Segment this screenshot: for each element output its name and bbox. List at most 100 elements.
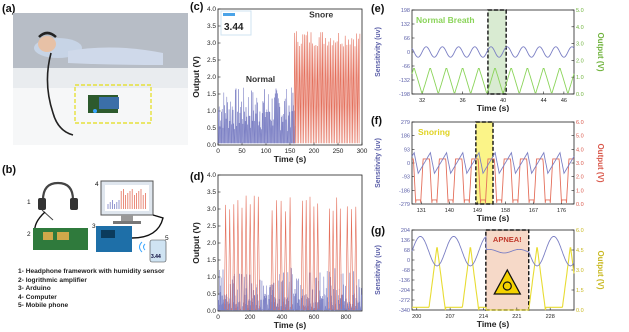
x-tick-label: 40 bbox=[500, 98, 506, 104]
warning-icon-glyph bbox=[502, 281, 512, 291]
x-tick-label: 140 bbox=[445, 208, 454, 214]
y-tick-label: -132 bbox=[399, 78, 410, 84]
component-item: 5- Mobile phone bbox=[18, 302, 69, 310]
y-right-tick-label: 0.0 bbox=[576, 308, 584, 314]
series-snore bbox=[293, 31, 361, 144]
x-tick-label: 50 bbox=[238, 148, 246, 155]
y-tick-label: 2.0 bbox=[207, 74, 216, 81]
x-axis-label: Time (s) bbox=[274, 154, 307, 164]
amplifier-board-icon bbox=[33, 228, 88, 250]
y-tick-label: -93 bbox=[402, 175, 410, 181]
y-right-tick-label: 6.0 bbox=[576, 228, 584, 234]
y-right-tick-label: 3.0 bbox=[576, 161, 584, 167]
illus-num-2: 2 bbox=[27, 231, 31, 238]
y-tick-label: 68 bbox=[404, 248, 410, 254]
y-tick-label: 4.0 bbox=[207, 6, 216, 13]
y-tick-label: 3.5 bbox=[207, 23, 216, 30]
y-axis-label: Sensitivity (uv) bbox=[375, 138, 382, 188]
component-item: 1- Headphone framework with humidity sen… bbox=[18, 268, 165, 275]
series-output bbox=[411, 68, 575, 94]
x-tick-label: 36 bbox=[460, 98, 466, 104]
annotation-snore: Snore bbox=[309, 10, 333, 20]
chart-d: 0.0 0.5 1.0 1.5 2.0 2.5 3.0 3.5 4.0 0 200 400 600 800… bbox=[190, 171, 363, 330]
y-right-tick-label: 4.5 bbox=[576, 248, 584, 254]
y-tick-label: 66 bbox=[404, 36, 410, 42]
x-tick-label: 44 bbox=[541, 98, 547, 104]
y-right-tick-label: 2.0 bbox=[576, 58, 584, 64]
inset-value: 3.44 bbox=[224, 22, 244, 33]
y-right-tick-label: 1.5 bbox=[576, 288, 584, 294]
illus-num-4: 4 bbox=[95, 181, 99, 188]
y-tick-label: -198 bbox=[399, 92, 410, 98]
annotation-snoring: Snoring bbox=[418, 127, 450, 137]
arduino-icon bbox=[96, 226, 132, 252]
chart-f: -279 -186 -93 0 93 186 279 131 140 149 158 167 176 Ti… bbox=[371, 115, 605, 222]
y-tick-label: 93 bbox=[404, 147, 410, 153]
chart-g: -340 -272 -204 -136 -68 0 68 136 204 200 207 214 221… bbox=[371, 225, 605, 329]
y-tick-label: 3.0 bbox=[207, 40, 216, 47]
x-tick-label: 32 bbox=[419, 98, 425, 104]
y-tick-label: 3.5 bbox=[207, 189, 216, 196]
inset-phone-bar bbox=[223, 13, 235, 16]
y-tick-label: 0 bbox=[407, 258, 410, 264]
sleeping-subject-photo bbox=[13, 13, 188, 145]
y-tick-label: 136 bbox=[401, 238, 410, 244]
y-right-axis-label: Output (V) bbox=[596, 250, 605, 289]
x-axis-label: Time (s) bbox=[274, 320, 307, 330]
series-snore-cluster bbox=[224, 195, 260, 310]
y-tick-label: -68 bbox=[402, 268, 410, 274]
component-item: 3- Arduino bbox=[18, 285, 51, 293]
y-tick-label: 279 bbox=[401, 120, 410, 126]
panel-label-g: (g) bbox=[371, 225, 385, 237]
y-tick-label: -272 bbox=[399, 298, 410, 304]
x-axis-label: Time (s) bbox=[477, 103, 510, 112]
headphone-icon bbox=[38, 181, 78, 221]
panel-label-e: (e) bbox=[371, 3, 385, 15]
y-tick-label: 1.0 bbox=[207, 108, 216, 115]
x-tick-label: 214 bbox=[479, 314, 488, 320]
y-right-tick-label: 0.0 bbox=[576, 92, 584, 98]
component-item: 2- logrithmic amplifier bbox=[18, 276, 87, 284]
x-tick-label: 100 bbox=[261, 148, 272, 155]
series-sensitivity bbox=[411, 235, 575, 267]
annotation-apnea: APNEA! bbox=[493, 235, 522, 244]
y-right-tick-label: 1.0 bbox=[576, 75, 584, 81]
y-tick-label: 2.5 bbox=[207, 57, 216, 64]
panel-label-a: (a) bbox=[2, 3, 16, 15]
series-sensitivity bbox=[411, 151, 575, 175]
annotation-normal-breath: Normal Breath bbox=[416, 15, 475, 25]
x-tick-label: 228 bbox=[546, 314, 555, 320]
x-tick-label: 158 bbox=[501, 208, 510, 214]
y-tick-label: -66 bbox=[402, 64, 410, 70]
y-tick-label: 1.5 bbox=[207, 257, 216, 264]
wireless-signal-icon bbox=[139, 241, 146, 253]
chart-c: 0.0 0.5 1.0 1.5 2.0 2.5 3.0 3.5 4.0 0 50 100 150 200 2… bbox=[190, 1, 368, 164]
series-snore-cluster bbox=[328, 197, 342, 310]
y-axis-label: Sensitivity (uv) bbox=[375, 245, 382, 295]
x-tick-label: 0 bbox=[216, 314, 220, 321]
y-axis-label: Output (V) bbox=[191, 56, 201, 98]
x-tick-label: 207 bbox=[446, 314, 455, 320]
y-right-tick-label: 2.0 bbox=[576, 175, 584, 181]
y-tick-label: 2.5 bbox=[207, 223, 216, 230]
illus-num-3: 3 bbox=[92, 223, 96, 230]
y-right-tick-label: 4.0 bbox=[576, 147, 584, 153]
series-output bbox=[412, 158, 574, 203]
x-tick-label: 300 bbox=[357, 148, 368, 155]
series-snore-cluster bbox=[300, 196, 320, 310]
x-axis-label: Time (s) bbox=[477, 213, 510, 222]
series-snore-cluster bbox=[345, 206, 358, 310]
x-tick-label: 176 bbox=[557, 208, 566, 214]
y-tick-label: 0 bbox=[407, 161, 410, 167]
chart-e: -198 -132 -66 0 66 132 198 32 36 40 44 46 Time (s) Se… bbox=[371, 3, 605, 112]
x-tick-label: 600 bbox=[309, 314, 320, 321]
y-right-tick-label: 5.0 bbox=[576, 134, 584, 140]
y-tick-label: 132 bbox=[401, 22, 410, 28]
phone-value: 3.44 bbox=[151, 254, 161, 260]
series-snore-cluster bbox=[270, 197, 292, 310]
y-right-tick-label: 1.0 bbox=[576, 188, 584, 194]
x-tick-label: 149 bbox=[473, 208, 482, 214]
y-tick-label: 4.0 bbox=[207, 172, 216, 179]
series-breath bbox=[217, 267, 363, 312]
y-tick-label: 1.5 bbox=[207, 91, 216, 98]
